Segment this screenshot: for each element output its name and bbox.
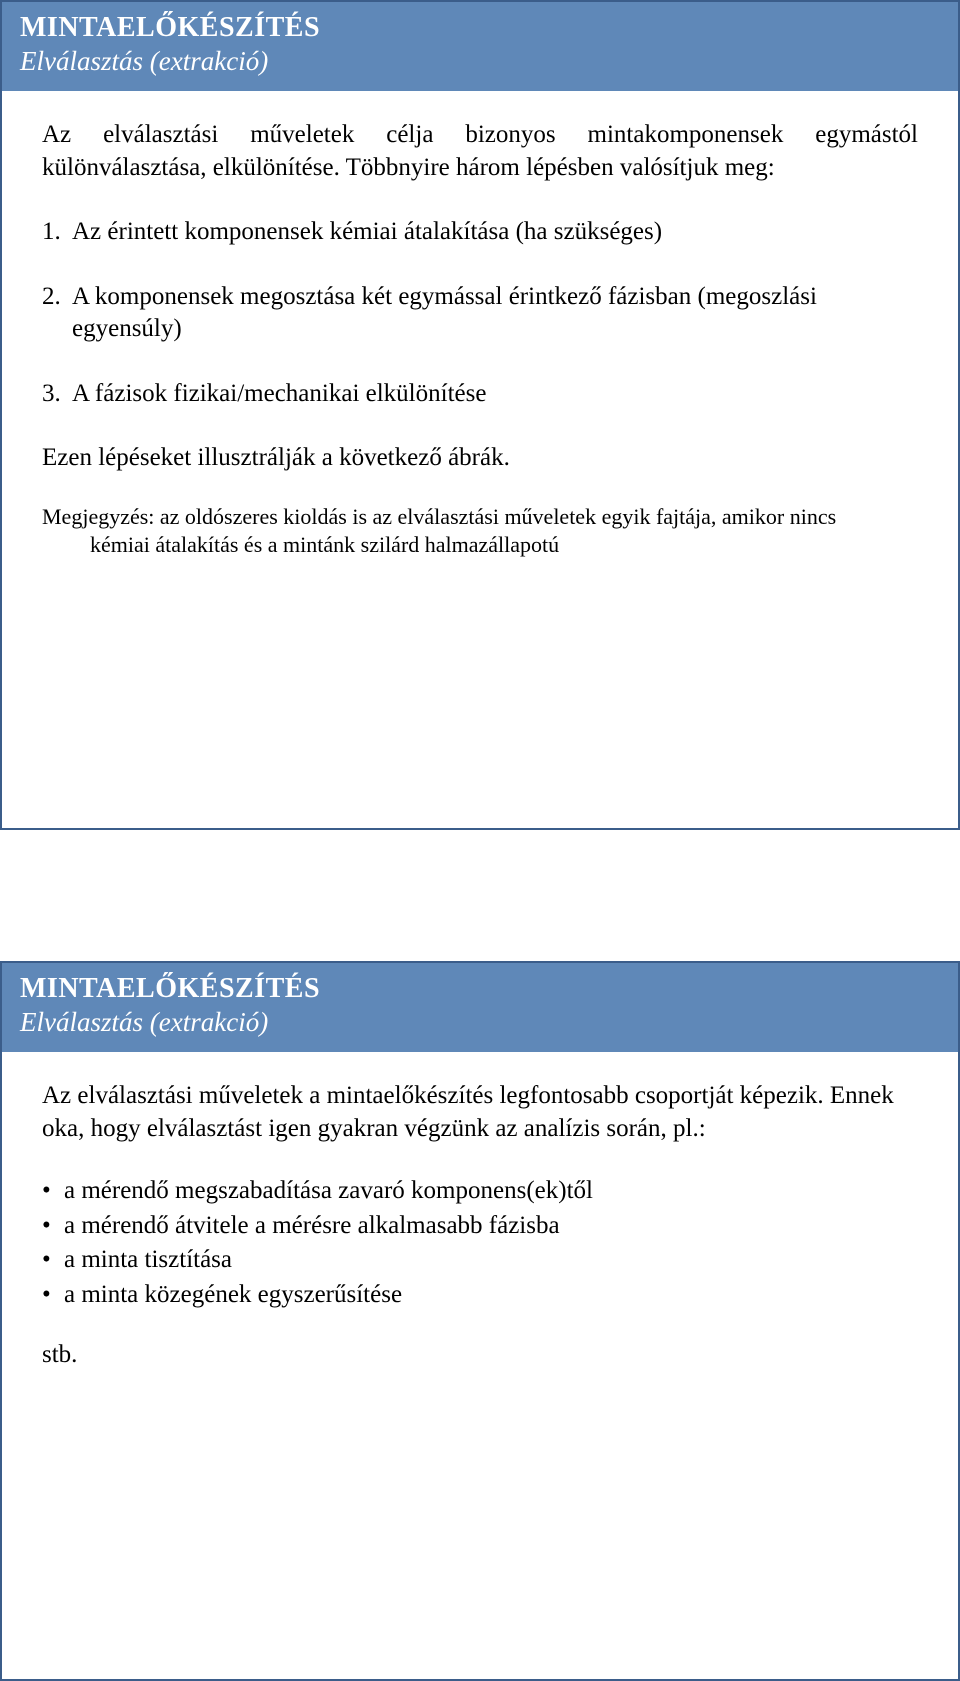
bullet-item: • a mérendő átvitele a mérésre alkalmasa… [42,1210,918,1243]
bullet-mark: • [42,1175,64,1208]
slide-2: MINTAELŐKÉSZÍTÉS Elválasztás (extrakció)… [0,961,960,1681]
slide-1-title: MINTAELŐKÉSZÍTÉS [20,12,940,44]
slide-1-header: MINTAELŐKÉSZÍTÉS Elválasztás (extrakció) [2,2,958,91]
list-number: 1. [42,216,72,249]
note-line1: Megjegyzés: az oldószeres kioldás is az … [42,503,836,532]
list-item: 3. A fázisok fizikai/mechanikai elkülöní… [42,378,918,411]
slide-1-intro: Az elválasztási műveletek célja bizonyos… [42,119,918,184]
list-text: A komponensek megosztása két egymással é… [72,281,918,346]
list-number: 3. [42,378,72,411]
slide-2-closing: stb. [42,1339,918,1372]
slide-1-afterlist: Ezen lépéseket illusztrálják a következő… [42,442,918,475]
list-item: 1. Az érintett komponensek kémiai átalak… [42,216,918,249]
slide-1-subtitle: Elválasztás (extrakció) [20,46,940,77]
bullet-mark: • [42,1210,64,1243]
bullet-mark: • [42,1279,64,1312]
slide-1-content: Az elválasztási műveletek célja bizonyos… [2,91,958,580]
bullet-text: a mérendő átvitele a mérésre alkalmasabb… [64,1210,560,1243]
bullet-item: • a mérendő megszabadítása zavaró kompon… [42,1175,918,1208]
list-text: A fázisok fizikai/mechanikai elkülönítés… [72,378,918,411]
slide-1: MINTAELŐKÉSZÍTÉS Elválasztás (extrakció)… [0,0,960,830]
slide-2-intro: Az elválasztási műveletek a mintaelőkész… [42,1080,918,1145]
bullet-text: a minta tisztítása [64,1244,232,1277]
bullet-list: • a mérendő megszabadítása zavaró kompon… [42,1175,918,1311]
list-number: 2. [42,281,72,346]
slide-2-subtitle: Elválasztás (extrakció) [20,1007,940,1038]
list-item: 2. A komponensek megosztása két egymássa… [42,281,918,346]
slide-1-note: Megjegyzés: az oldószeres kioldás is az … [42,503,918,532]
bullet-item: • a minta közegének egyszerűsítése [42,1279,918,1312]
bullet-text: a mérendő megszabadítása zavaró komponen… [64,1175,593,1208]
bullet-text: a minta közegének egyszerűsítése [64,1279,402,1312]
slide-2-header: MINTAELŐKÉSZÍTÉS Elválasztás (extrakció) [2,963,958,1052]
bullet-mark: • [42,1244,64,1277]
slide-2-title: MINTAELŐKÉSZÍTÉS [20,973,940,1005]
slide-1-note-line2: kémiai átalakítás és a mintánk szilárd h… [42,531,918,560]
slide-2-content: Az elválasztási műveletek a mintaelőkész… [2,1052,958,1392]
list-text: Az érintett komponensek kémiai átalakítá… [72,216,918,249]
bullet-item: • a minta tisztítása [42,1244,918,1277]
